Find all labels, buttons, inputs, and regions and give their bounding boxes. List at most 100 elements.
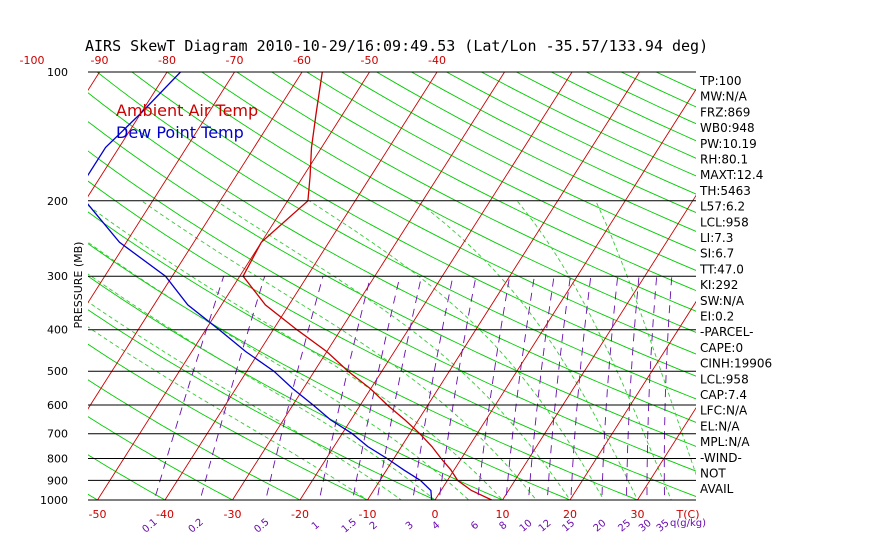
mixing-ratio-line — [477, 276, 511, 500]
stat-line: EI:0.2 — [700, 310, 734, 324]
stat-line: TT:47.0 — [699, 262, 744, 276]
mixing-ratio-line — [646, 276, 658, 500]
dry-adiabat-line — [166, 72, 696, 355]
top-temp-tick-label: -60 — [293, 54, 311, 67]
mixing-ratio-tick-label: 3 — [404, 520, 416, 533]
mixing-ratio-line — [438, 276, 477, 500]
dry-adiabat-line — [88, 275, 504, 500]
moist-adiabat-line — [516, 200, 672, 500]
moist-adiabat-line — [595, 200, 696, 476]
stat-line: LFC:N/A — [700, 404, 748, 418]
stat-line: -WIND- — [700, 451, 742, 465]
bottom-temp-tick-label: 30 — [631, 508, 645, 521]
isotherm-line — [88, 72, 236, 304]
stat-line: MPL:N/A — [700, 435, 750, 449]
bottom-temp-tick-label: -10 — [359, 508, 377, 521]
stat-line: -PARCEL- — [700, 325, 754, 339]
mixing-ratio-tick-label: 1 — [310, 520, 322, 533]
isotherm-line — [164, 72, 438, 500]
mixing-ratio-line — [199, 276, 266, 500]
bottom-temp-tick-label: 10 — [496, 508, 510, 521]
stat-line: SW:N/A — [700, 294, 745, 308]
dry-adiabat-line — [236, 72, 696, 312]
stat-line: CINH:19906 — [700, 357, 772, 371]
stat-line: AVAIL — [700, 482, 734, 496]
mixing-ratio-line — [505, 276, 535, 500]
stat-line: L57:6.2 — [700, 200, 745, 214]
top-temp-tick-label: -50 — [361, 54, 379, 67]
bottom-temp-tick-label: -40 — [156, 508, 174, 521]
isotherm-line — [88, 72, 303, 410]
stat-line: LCL:958 — [700, 372, 749, 386]
moist-adiabat-line — [88, 204, 504, 500]
pressure-tick-label: 300 — [47, 270, 68, 283]
bottom-temp-tick-label: -50 — [89, 508, 107, 521]
isotherm-line — [636, 407, 696, 500]
stat-line: RH:80.1 — [700, 153, 748, 167]
mixing-ratio-line — [601, 276, 619, 500]
pressure-tick-label: 500 — [47, 365, 68, 378]
top-temp-tick-label: -80 — [158, 54, 176, 67]
top-temp-tick-label: -40 — [428, 54, 446, 67]
mixing-ratio-line — [153, 276, 225, 500]
bottom-temp-tick-label: 20 — [563, 508, 577, 521]
dry-adiabat-line — [88, 211, 639, 500]
dry-adiabat-line — [88, 92, 696, 423]
mixing-ratio-line — [352, 276, 401, 500]
mixing-ratio-tick-label: 4 — [430, 520, 442, 533]
plot-area — [88, 72, 696, 500]
moist-adiabat-line — [88, 273, 436, 500]
stat-line: LCL:958 — [700, 215, 749, 229]
dry-adiabat-line — [88, 243, 572, 500]
pressure-tick-label: 900 — [47, 474, 68, 487]
mixing-ratio-line — [265, 276, 324, 500]
top-temp-tick-label: -70 — [226, 54, 244, 67]
stat-line: KI:292 — [700, 278, 738, 292]
legend-dew-point: Dew Point Temp — [116, 123, 244, 142]
mixing-ratio-tick-label: 8 — [498, 520, 510, 533]
dry-adiabat-line — [88, 379, 302, 500]
mixing-ratio-line — [663, 276, 673, 500]
isotherm-line — [96, 72, 371, 500]
dry-adiabat-line — [88, 416, 234, 500]
dry-adiabat-line — [88, 180, 696, 497]
stat-line: CAPE:0 — [700, 341, 743, 355]
moist-adiabat-line — [88, 301, 403, 500]
y-axis-label: PRESSURE (MB) — [72, 242, 85, 329]
dry-adiabat-line — [201, 72, 696, 333]
pressure-tick-label: 800 — [47, 453, 68, 466]
mixing-ratio-line — [570, 276, 592, 500]
isotherm-line — [88, 72, 168, 198]
dry-adiabat-line — [88, 454, 166, 500]
legend-ambient-temp: Ambient Air Temp — [116, 101, 258, 120]
bottom-temp-tick-label: -20 — [291, 508, 309, 521]
isotherm-line — [501, 194, 696, 500]
dry-adiabat-line — [88, 150, 696, 472]
chart-title: AIRS SkewT Diagram 2010-10-29/16:09:49.5… — [85, 37, 708, 55]
moist-adiabat-line — [308, 200, 605, 500]
moist-adiabat-line — [416, 200, 638, 500]
pressure-tick-label: 400 — [47, 324, 68, 337]
stat-line: MW:N/A — [700, 90, 748, 104]
stat-line: TP:100 — [699, 74, 742, 88]
isotherm-line — [569, 300, 696, 500]
isotherm-line — [231, 72, 506, 500]
mixing-ratio-lines — [153, 276, 673, 500]
dry-adiabat-line — [131, 72, 696, 377]
isotherm-line — [366, 72, 641, 500]
top-temp-tick-label: -90 — [91, 54, 109, 67]
stat-line: TH:5463 — [699, 184, 751, 198]
isotherms — [88, 72, 696, 500]
dry-adiabat-line — [341, 72, 696, 252]
bottom-temp-tick-label: -30 — [224, 508, 242, 521]
stat-line: MAXT:12.4 — [700, 168, 763, 182]
stat-line: CAP:7.4 — [700, 388, 747, 402]
stat-line: SI:6.7 — [700, 247, 734, 261]
mixing-ratio-unit-label: q(g/kg) — [670, 518, 706, 529]
dry-adiabat-line — [96, 72, 696, 400]
stat-line: EL:N/A — [700, 419, 740, 433]
stat-line: NOT — [700, 467, 726, 481]
pressure-tick-label: 700 — [47, 428, 68, 441]
